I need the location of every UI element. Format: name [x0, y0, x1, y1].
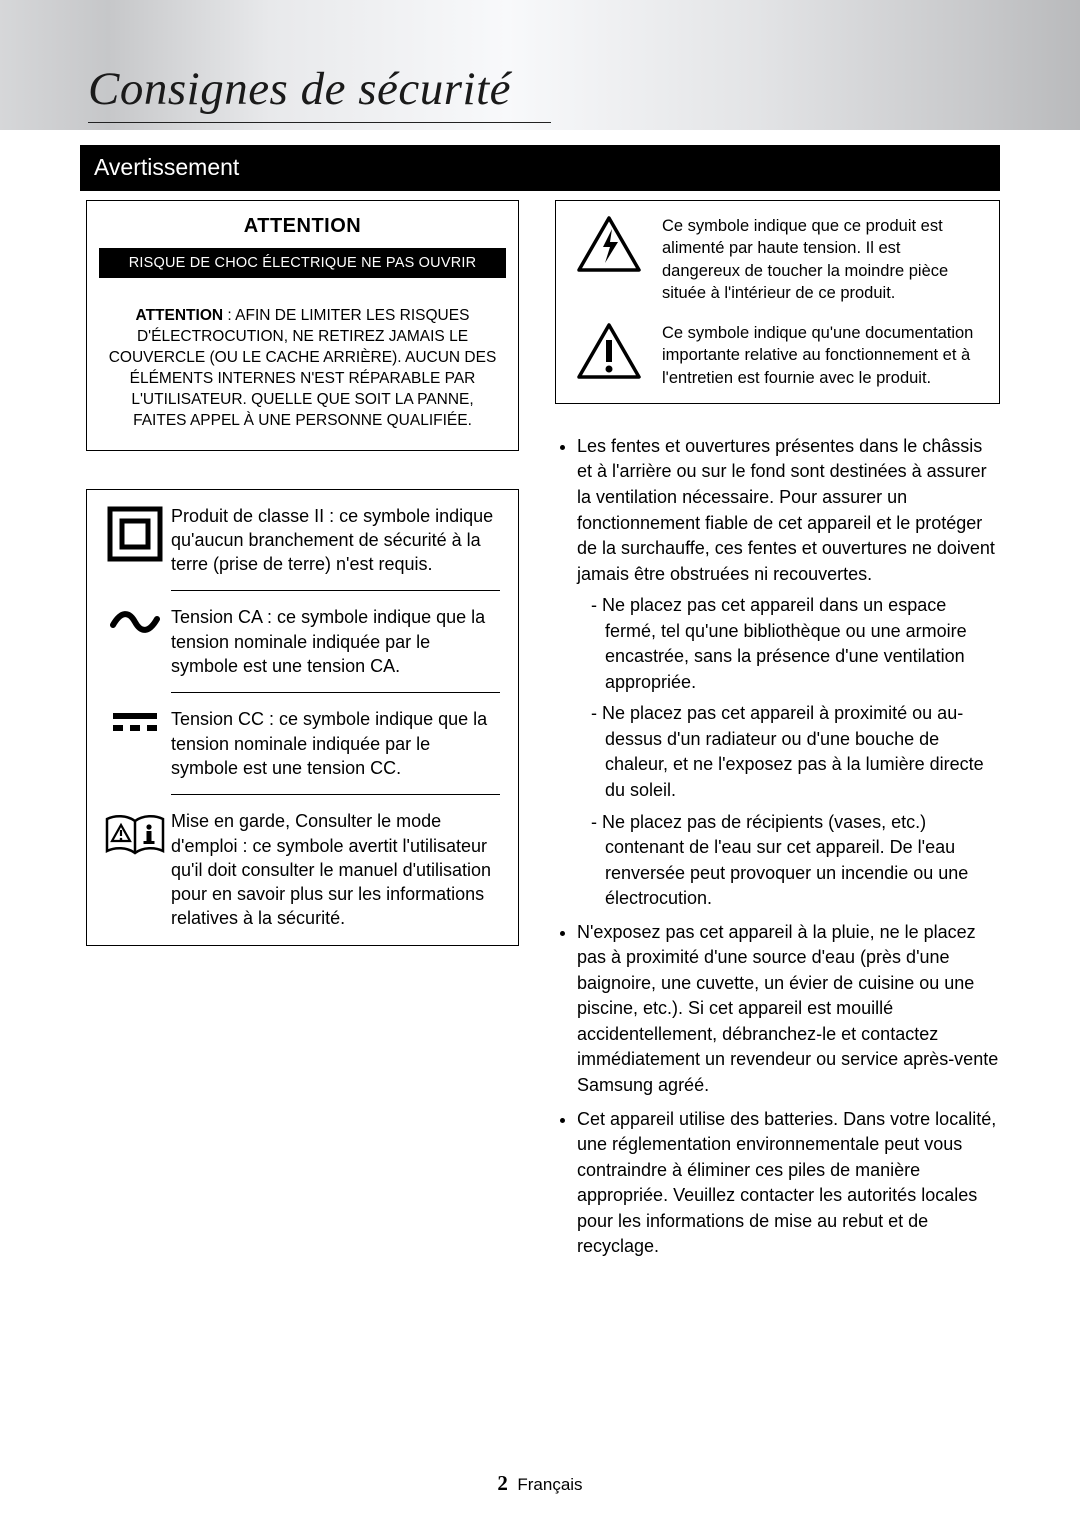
right-column: Ce symbole indique que ce produit est al…	[555, 200, 1000, 1268]
attention-body: ATTENTION : AFIN DE LIMITER LES RISQUES …	[99, 306, 506, 432]
safety-bullets: Les fentes et ouvertures présentes dans …	[555, 434, 1000, 1260]
info-hazard-icon	[574, 322, 644, 382]
bullet-1b: Ne placez pas cet appareil à proximité o…	[591, 701, 1000, 803]
bullet-1c: Ne placez pas de récipients (vases, etc.…	[591, 810, 1000, 912]
symbol-text-class2: Produit de classe II : ce symbole indiqu…	[171, 504, 500, 577]
page-footer: 2 Français	[0, 1471, 1080, 1496]
info-hazard-text: Ce symbole indique qu'une documentation …	[662, 322, 981, 389]
symbol-text-dc: Tension CC : ce symbole indique que la t…	[171, 707, 500, 780]
ac-icon	[99, 605, 171, 637]
manual-icon	[99, 809, 171, 861]
symbol-text-manual: Mise en garde, Consulter le mode d'emplo…	[171, 809, 500, 930]
attention-warning-bar: RISQUE DE CHOC ÉLECTRIQUE NE PAS OUVRIR	[99, 248, 506, 278]
bullet-2: N'exposez pas cet appareil à la pluie, n…	[577, 920, 1000, 1099]
symbol-row-ac: Tension CA : ce symbole indique que la t…	[87, 591, 518, 692]
bullet-1: Les fentes et ouvertures présentes dans …	[577, 436, 995, 584]
attention-box: ATTENTION RISQUE DE CHOC ÉLECTRIQUE NE P…	[86, 200, 519, 451]
dc-icon	[99, 707, 171, 735]
bullet-1a: Ne placez pas cet appareil dans un espac…	[591, 593, 1000, 695]
shock-hazard-row: Ce symbole indique que ce produit est al…	[574, 215, 981, 304]
section-heading: Avertissement	[80, 145, 1000, 191]
shock-hazard-icon	[574, 215, 644, 275]
bullet-3: Cet appareil utilise des batteries. Dans…	[577, 1107, 1000, 1260]
symbol-row-class2: Produit de classe II : ce symbole indiqu…	[87, 490, 518, 591]
symbol-row-manual: Mise en garde, Consulter le mode d'emplo…	[87, 795, 518, 944]
attention-body-text: : AFIN DE LIMITER LES RISQUES D'ÉLECTROC…	[109, 307, 497, 429]
page-title: Consignes de sécurité	[88, 62, 551, 123]
left-column: ATTENTION RISQUE DE CHOC ÉLECTRIQUE NE P…	[80, 200, 525, 1268]
shock-hazard-text: Ce symbole indique que ce produit est al…	[662, 215, 981, 304]
symbol-definitions: Produit de classe II : ce symbole indiqu…	[86, 489, 519, 946]
class2-icon	[99, 504, 171, 562]
info-hazard-row: Ce symbole indique qu'une documentation …	[574, 322, 981, 389]
content-columns: ATTENTION RISQUE DE CHOC ÉLECTRIQUE NE P…	[80, 200, 1000, 1268]
symbol-row-dc: Tension CC : ce symbole indique que la t…	[87, 693, 518, 794]
attention-title: ATTENTION	[99, 215, 506, 238]
symbol-text-ac: Tension CA : ce symbole indique que la t…	[171, 605, 500, 678]
page-number: 2	[497, 1471, 508, 1495]
hazard-description-box: Ce symbole indique que ce produit est al…	[555, 200, 1000, 404]
page-language: Français	[517, 1475, 582, 1494]
attention-body-bold: ATTENTION	[136, 307, 224, 324]
